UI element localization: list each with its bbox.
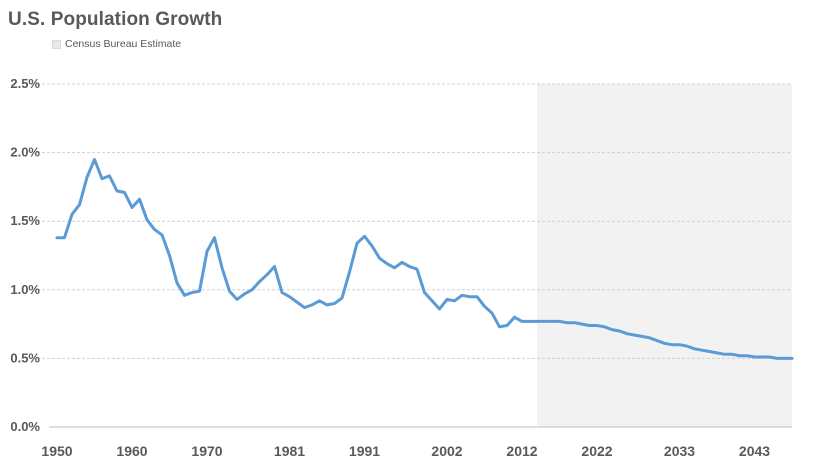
y-tick-label: 2.5% xyxy=(10,76,40,91)
y-tick-label: 1.0% xyxy=(10,282,40,297)
legend-swatch-estimate xyxy=(52,39,61,49)
x-tick-label: 1960 xyxy=(116,443,147,459)
x-tick-label: 1991 xyxy=(349,443,380,459)
estimate-region xyxy=(537,84,792,427)
x-tick-label: 2022 xyxy=(581,443,612,459)
x-tick-label: 1981 xyxy=(274,443,305,459)
chart-title: U.S. Population Growth xyxy=(8,9,223,30)
y-tick-label: 1.5% xyxy=(10,213,40,228)
x-tick-label: 1950 xyxy=(41,443,72,459)
x-tick-label: 1970 xyxy=(191,443,222,459)
legend: Census Bureau Estimate xyxy=(52,38,181,50)
x-tick-label: 2012 xyxy=(506,443,537,459)
legend-label-estimate: Census Bureau Estimate xyxy=(65,38,182,50)
x-tick-label: 2033 xyxy=(664,443,695,459)
series-line xyxy=(55,158,794,360)
y-tick-label: 2.0% xyxy=(10,145,40,160)
y-tick-label: 0.0% xyxy=(10,419,40,434)
x-tick-label: 2043 xyxy=(739,443,770,459)
y-tick-label: 0.5% xyxy=(10,350,40,365)
x-tick-label: 2002 xyxy=(431,443,462,459)
